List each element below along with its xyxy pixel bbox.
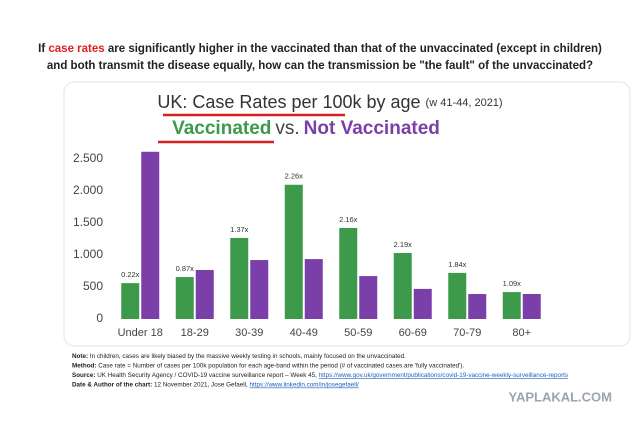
- bar: [250, 260, 269, 319]
- plot: 0 500 1.000 1.500 2.000 2.500 0.22x Under 18 0.8…: [73, 151, 541, 339]
- headline-highlight: case rates: [48, 43, 104, 55]
- y-tick-label: 500: [83, 279, 103, 293]
- x-tick-label: 60-69: [399, 327, 427, 339]
- notes: Note: In children, cases are likely bias…: [72, 353, 568, 389]
- note-label: Date & Author of the chart:: [72, 381, 152, 388]
- note: Note: In children, cases are likely bias…: [72, 353, 406, 360]
- legend-label: Vaccinated: [172, 118, 271, 139]
- headline: If case rates are significantly higher i…: [38, 43, 602, 55]
- ratio-label: 0.87x: [176, 264, 195, 273]
- chart-title: UK: Case Rates per 100k by age (w 41-44, …: [157, 92, 502, 112]
- ratio-label: 1.84x: [448, 260, 467, 269]
- title-part: by age: [362, 92, 421, 112]
- bar: [502, 292, 521, 319]
- bar: [284, 184, 303, 319]
- bar: [393, 253, 412, 319]
- note-link: https://www.gov.uk/government/publicatio…: [319, 372, 568, 379]
- note-label: Source:: [72, 372, 95, 379]
- bar: [230, 237, 249, 319]
- x-tick-label: 50-59: [344, 327, 372, 339]
- ratio-label: 2.19x: [394, 240, 413, 249]
- subtitle-join: vs.: [275, 118, 299, 139]
- ratio-label: 1.37x: [230, 225, 249, 234]
- ratio-label: 1.09x: [503, 279, 522, 288]
- title-part: Case Rates per 100k: [192, 92, 362, 112]
- y-tick-label: 2.000: [73, 183, 103, 197]
- ratio-label: 0.22x: [121, 270, 140, 279]
- y-tick-label: 0: [96, 311, 103, 325]
- bar: [141, 151, 160, 319]
- x-tick-label: 70-79: [453, 327, 481, 339]
- headline-text: are significantly higher in the vaccinat…: [105, 43, 602, 55]
- x-tick-label: 30-39: [235, 327, 263, 339]
- bar: [448, 272, 467, 319]
- bar: [359, 276, 378, 319]
- legend-label: Not Vaccinated: [304, 118, 440, 139]
- note-text: Case rate = Number of cases per 100k pop…: [96, 362, 464, 369]
- ratio-label: 2.26x: [285, 172, 304, 181]
- headline-line2: and both transmit the disease equally, h…: [47, 60, 593, 72]
- bar: [175, 277, 194, 319]
- title-period: (w 41-44, 2021): [426, 97, 503, 109]
- bar: [339, 228, 358, 319]
- note-text: UK Health Security Agency / COVID-19 vac…: [95, 372, 318, 379]
- bar: [522, 294, 541, 319]
- ratio-label: 2.16x: [339, 215, 358, 224]
- title-part: UK:: [157, 92, 192, 112]
- note: Method: Case rate = Number of cases per …: [72, 362, 464, 369]
- note-label: Method:: [72, 362, 96, 369]
- y-tick-label: 1.500: [73, 215, 103, 229]
- note-link: https://www.linkedin.com/in/josegefaell/: [250, 381, 359, 388]
- note-label: Note:: [72, 353, 88, 360]
- x-tick-label: 80+: [512, 327, 531, 339]
- x-tick-label: Under 18: [118, 327, 163, 339]
- bar: [195, 269, 214, 319]
- note-text: 12 November 2021, Jose Gefaell,: [152, 381, 249, 388]
- y-tick-label: 2.500: [73, 151, 103, 165]
- bar: [413, 288, 432, 319]
- bar: [121, 283, 140, 319]
- x-tick-label: 18-29: [181, 327, 209, 339]
- note: Date & Author of the chart: 12 November …: [72, 381, 359, 388]
- bar: [304, 259, 323, 319]
- watermark: YAPLAKAL.COM: [508, 389, 612, 404]
- bar: [468, 294, 487, 319]
- y-tick-label: 1.000: [73, 247, 103, 261]
- chart-subtitle: Vaccinated vs. Not Vaccinated: [172, 118, 440, 139]
- headline-text: If: [38, 43, 48, 55]
- x-tick-label: 40-49: [290, 327, 318, 339]
- note: Source: UK Health Security Agency / COVI…: [72, 372, 568, 379]
- note-text: In children, cases are likely biased by …: [88, 353, 406, 360]
